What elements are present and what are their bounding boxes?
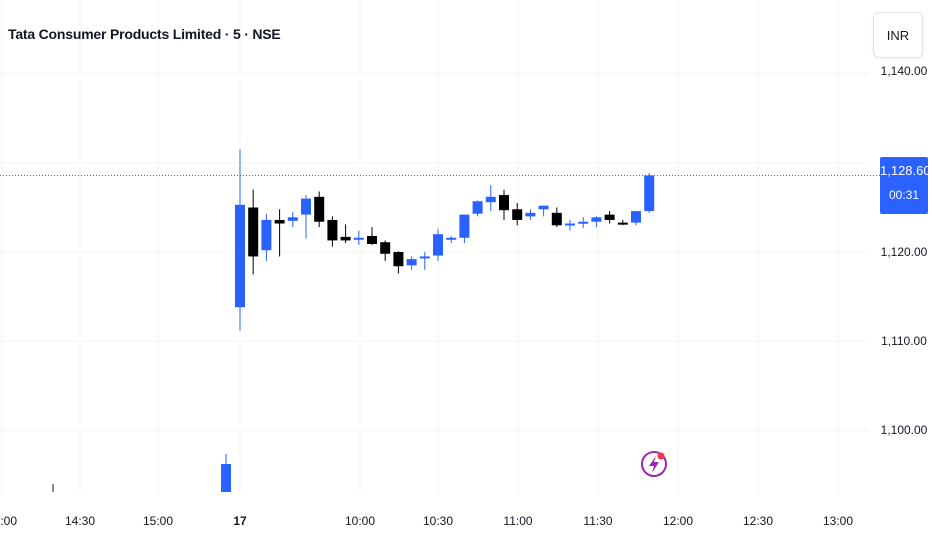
candle-body [314,196,325,222]
x-tick-label: 17 [233,514,247,528]
candle [525,209,536,220]
lightning-event-icon[interactable] [641,451,667,477]
candle [274,209,285,257]
time-axis[interactable]: 14:00 14:30 15:00 17 10:00 10:30 11:00 11:30 12:… [0,514,853,528]
x-tick-label: 12:30 [743,514,773,528]
candle [406,256,417,270]
candle-body [525,212,536,217]
candle-body [499,195,509,211]
candle [644,172,655,213]
candle [248,189,259,275]
candle-body [393,252,404,267]
candle-body [551,212,562,226]
x-tick-label: 10:30 [423,514,453,528]
candle [235,149,245,331]
candle [512,203,523,226]
candle-body [617,222,628,225]
candle-body [274,219,285,224]
candle-body [248,207,259,257]
candle [301,195,311,239]
candle-body [512,209,523,220]
x-tick-label: 15:00 [143,514,173,528]
x-tick-label: 13:00 [823,514,853,528]
candle-body [235,204,245,308]
candle [340,224,351,244]
candle [485,185,496,212]
y-tick-label: 1,100.00 [881,423,928,437]
candle-body [367,235,377,244]
candle [604,211,615,224]
candle [419,252,430,270]
candle [433,228,443,261]
candle-body [485,196,496,203]
candle-body [591,217,602,222]
candle [380,240,391,261]
symbol-title[interactable]: Tata Consumer Products Limited · 5 · NSE [8,26,281,42]
candle [551,207,562,228]
candle-body [287,217,298,221]
x-tick-label: 11:30 [583,514,612,528]
x-tick-label: 12:00 [663,514,693,528]
candle [446,235,457,244]
candle [617,219,628,226]
candle-body [604,214,615,220]
candle [393,251,404,274]
y-tick-label: 1,120.00 [881,245,928,259]
candle-body [380,242,391,254]
candle [578,217,589,228]
x-tick-label: 10:00 [345,514,375,528]
candle-body [353,237,364,240]
candle-body [340,236,351,241]
candle [631,211,641,226]
price-axis[interactable]: 1,130.001,120.001,110.001,100.001,140.00 [881,64,928,437]
last-price-badge: 1,128.60 00:31 [880,157,931,214]
candle-body [327,219,338,241]
candle [261,213,272,261]
last-price-value: 1,128.60 [880,163,931,178]
candle-body [631,211,641,223]
candle [499,189,509,220]
candle [353,230,364,245]
candle-body [433,234,443,256]
candle [367,227,377,245]
volume-bar [221,464,231,492]
candle-body [446,237,457,240]
candle-body [301,198,311,215]
candle [472,200,483,217]
candle-body [565,223,575,226]
volume-series [52,454,231,492]
candle-body [644,175,655,212]
y-tick-label-partial: 1,140.00 [881,64,928,78]
candle [327,216,338,247]
bar-countdown: 00:31 [888,188,920,202]
grid-lines [0,0,868,492]
candle-body [261,219,272,251]
candle-body [419,256,430,259]
candle [591,216,602,228]
y-tick-label: 1,110.00 [881,334,927,348]
candle-body [406,259,417,266]
candle [565,219,575,231]
currency-button[interactable]: INR [873,12,923,58]
candle-body [578,221,589,224]
candle [538,205,549,217]
candle [314,191,325,228]
candle [459,214,470,244]
x-tick-label: 14:30 [65,514,95,528]
candle-body [459,214,470,238]
x-tick-label: 14:00 [0,514,17,528]
candle-body [538,205,549,210]
candlestick-series [235,149,655,331]
x-tick-label: 11:00 [503,514,532,528]
candle [287,211,298,228]
candle-body [472,201,483,214]
